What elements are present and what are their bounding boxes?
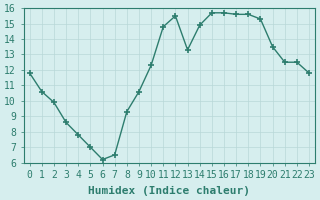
X-axis label: Humidex (Indice chaleur): Humidex (Indice chaleur)	[88, 186, 250, 196]
